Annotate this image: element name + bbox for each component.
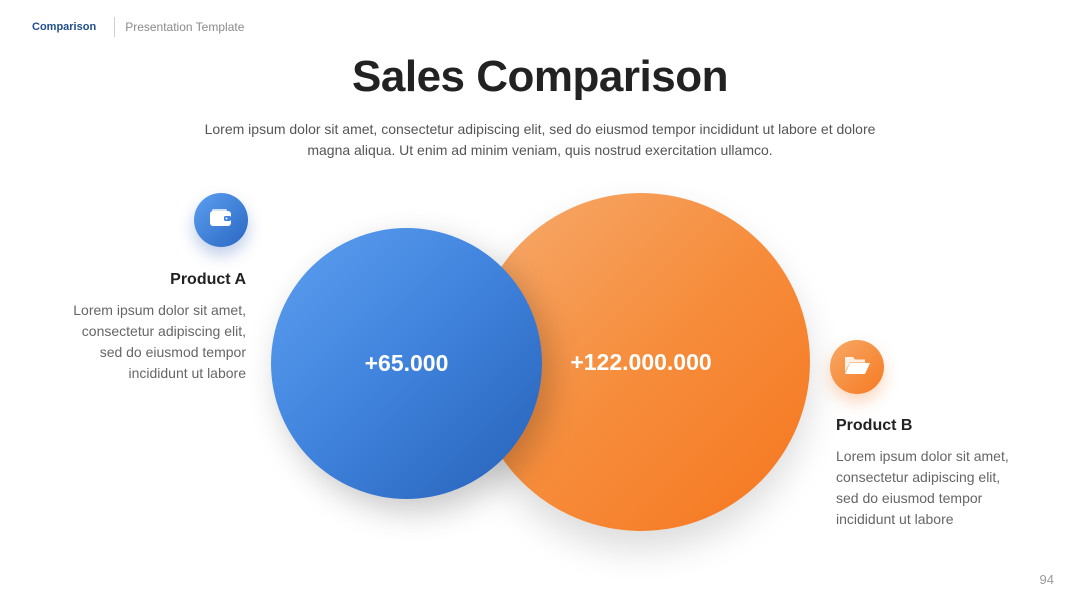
product-a-icon-badge [194, 193, 248, 247]
product-b-value: +122.000.000 [570, 348, 712, 375]
product-b-icon-badge [830, 340, 884, 394]
breadcrumb: Comparison Presentation Template [32, 17, 245, 37]
product-b-title: Product B [836, 417, 913, 434]
document-label: Presentation Template [125, 20, 245, 34]
slide-title: Sales Comparison [352, 52, 728, 101]
product-a-value: +65.000 [364, 350, 449, 376]
section-label: Comparison [32, 21, 97, 33]
page-number: 94 [1039, 572, 1054, 587]
wallet-icon [209, 208, 233, 233]
folder-open-icon [843, 354, 871, 381]
product-a-value-circle: +65.000 [271, 228, 542, 499]
slide-subtitle: Lorem ipsum dolor sit amet, consectetur … [204, 121, 876, 158]
product-a-description: Lorem ipsum dolor sit amet, consectetur … [73, 302, 246, 381]
product-b-description: Lorem ipsum dolor sit amet, consectetur … [836, 448, 1009, 527]
product-a-title: Product A [170, 271, 246, 288]
breadcrumb-divider [114, 17, 116, 37]
